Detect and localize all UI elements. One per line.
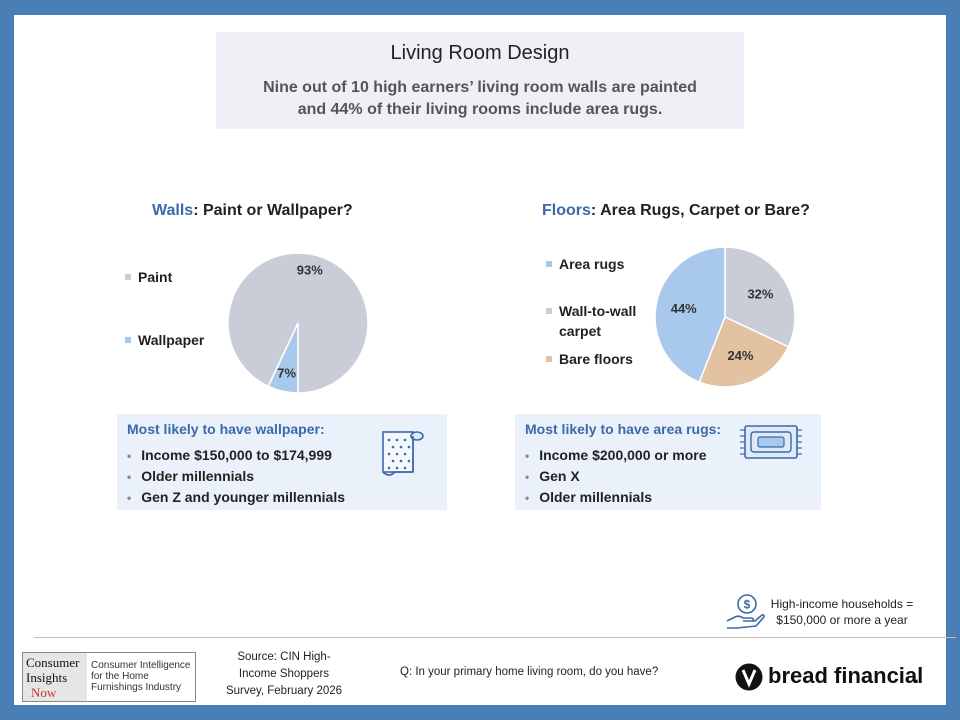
cin-logo-tagline: Consumer Intelligence for the Home Furni… [91,660,191,693]
cin-logo-wordmark: Consumer Insights Now [23,653,87,701]
list-item: • Older millennials [127,468,255,484]
floors-pie-chart: 32% 24% 44% [654,246,796,388]
legend-label-carpet-1: Wall-to-wall [559,303,637,319]
page-subtitle: Nine out of 10 high earners’ living room… [236,77,724,121]
note-line-2: $150,000 or more a year [776,613,908,627]
wallpaper-info-box: Most likely to have wallpaper: • Income $… [117,414,447,510]
legend-label-paint: Paint [138,269,173,285]
svg-text:$: $ [744,598,751,612]
walls-pie-chart: 7% 93% [227,252,369,394]
pie-data-label: 24% [727,348,753,363]
legend-label-bare-floors: Bare floors [559,351,633,367]
legend-swatch-paint [125,274,131,281]
floors-title-highlight: Floors [542,202,591,219]
legend-swatch-wallpaper [125,337,131,344]
area-rugs-info-box: Most likely to have area rugs: • Income $… [515,414,821,510]
footer-divider [34,637,956,638]
pie-data-label: 93% [297,262,323,277]
cin-logo: Consumer Insights Now Consumer Intellige… [22,652,196,702]
high-income-note: High-income households = $150,000 or mor… [768,596,916,628]
legend-swatch-bare-floors [546,356,552,363]
page-title: Living Room Design [390,42,570,64]
legend-item-bare-floors: Bare floors [546,349,633,369]
legend-label-wallpaper: Wallpaper [138,332,205,348]
subtitle-line-2: and 44% of their living rooms include ar… [297,101,663,118]
area-rugs-info-title: Most likely to have area rugs: [525,421,722,437]
note-line-1: High-income households = [770,597,914,611]
area-rugs-info-list: • Income $200,000 or more • Gen X • Older m… [525,445,707,508]
legend-swatch-carpet [546,308,552,315]
bread-logo-icon [735,663,763,691]
floors-title-rest: : Area Rugs, Carpet or Bare? [590,202,810,219]
pie-data-label: 7% [277,366,296,381]
legend-item-wallpaper: Wallpaper [125,330,204,350]
pie-slice-paint [227,252,369,394]
wallpaper-roll-icon [382,431,424,476]
pie-data-label: 44% [671,301,697,316]
floors-chart-title: Floors: Area Rugs, Carpet or Bare? [542,202,810,220]
legend-label-area-rugs: Area rugs [559,256,625,272]
source-note: Source: CIN High- Income Shoppers Survey… [225,651,343,697]
brand-name: bread financial [768,663,924,688]
header-box: Living Room Design Nine out of 10 high e… [216,32,744,129]
legend-item-carpet: Wall-to-wall carpet [546,301,636,341]
pie-slice-wall-to-wall-carpet [724,246,796,348]
brand-mark: . [913,663,920,688]
legend-swatch-area-rugs [546,261,552,268]
legend-item-paint: Paint [125,267,172,287]
list-item: • Income $200,000 or more [525,447,707,463]
legend-label-carpet-2: carpet [559,323,602,339]
list-item: • Gen X [525,468,580,484]
pie-slice-area-rugs [654,246,726,384]
slide: Living Room Design Nine out of 10 high e… [14,15,956,705]
pie-data-label: 32% [747,286,773,301]
list-item: • Older millennials [525,489,653,505]
walls-title-highlight: Walls [152,202,194,219]
walls-title-rest: : Paint or Wallpaper? [193,202,353,219]
money-hand-icon: $ [726,594,765,629]
list-item: • Gen Z and younger millennials [127,489,346,505]
survey-question: Q: In your primary home living room, do … [400,666,659,678]
rug-icon [740,425,802,459]
wallpaper-info-title: Most likely to have wallpaper: [127,421,325,437]
pie-slice-bare-floors [698,315,790,388]
legend-item-area-rugs: Area rugs [546,254,624,274]
bread-financial-logo: bread financial . [735,662,935,692]
subtitle-line-1: Nine out of 10 high earners’ living room… [263,79,697,96]
wallpaper-info-list: • Income $150,000 to $174,999 • Older mill… [127,445,345,508]
walls-chart-title: Walls: Paint or Wallpaper? [152,202,353,220]
list-item: • Income $150,000 to $174,999 [127,447,332,463]
